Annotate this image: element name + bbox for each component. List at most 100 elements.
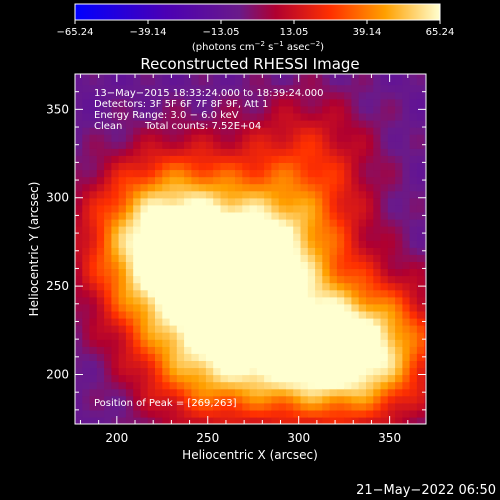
heatmap-cell: [147, 317, 156, 326]
heatmap-cell: [366, 91, 374, 100]
heatmap-cell: [271, 98, 280, 107]
heatmap-cell: [96, 275, 105, 284]
heatmap-cell: [235, 388, 243, 397]
heatmap-cell: [147, 254, 156, 262]
heatmap-cell: [104, 317, 112, 326]
heatmap-cell: [395, 197, 403, 206]
heatmap-cell: [96, 134, 105, 142]
heatmap-cell: [380, 176, 389, 185]
heatmap-cell: [315, 127, 323, 135]
heatmap-cell: [227, 325, 236, 333]
heatmap-cell: [336, 310, 345, 319]
heatmap-cell: [198, 325, 207, 333]
heatmap-cell: [329, 332, 338, 340]
heatmap-cell: [395, 254, 403, 262]
heatmap-cell: [220, 282, 229, 291]
heatmap-cell: [271, 233, 280, 241]
heatmap-cell: [75, 74, 83, 79]
heatmap-cell: [249, 127, 258, 135]
colorbar-tick-label: −13.05: [202, 27, 239, 38]
heatmap-cell: [147, 409, 156, 418]
heatmap-cell: [249, 317, 258, 326]
heatmap-cell: [111, 240, 120, 248]
heatmap-cell: [249, 325, 258, 333]
heatmap-cell: [191, 91, 200, 100]
heatmap-cell: [416, 183, 425, 192]
heatmap-cell: [125, 91, 134, 100]
heatmap-cell: [300, 325, 309, 333]
heatmap-cell: [336, 190, 345, 199]
heatmap-cell: [336, 402, 345, 411]
heatmap-cell: [169, 402, 178, 411]
heatmap-cell: [264, 416, 272, 424]
heatmap-cell: [118, 254, 127, 262]
heatmap-cell: [249, 296, 258, 305]
heatmap-cell: [409, 332, 418, 340]
heatmap-cell: [264, 197, 272, 206]
heatmap-cell: [366, 268, 374, 277]
heatmap-cell: [402, 197, 411, 206]
heatmap-cell: [315, 317, 323, 326]
heatmap-cell: [220, 204, 229, 213]
heatmap-cell: [140, 197, 149, 206]
heatmap-cell: [366, 367, 374, 376]
heatmap-cell: [264, 282, 272, 291]
heatmap-cell: [387, 169, 396, 178]
heatmap-cell: [322, 148, 331, 156]
heatmap-cell: [242, 317, 251, 326]
heatmap-cell: [380, 332, 389, 340]
heatmap-cell: [213, 226, 222, 234]
heatmap-cell: [387, 325, 396, 333]
heatmap-cell: [118, 169, 127, 178]
heatmap-cell: [322, 91, 331, 100]
heatmap-cell: [89, 105, 98, 114]
heatmap-cell: [118, 148, 127, 156]
heatmap-cell: [118, 84, 127, 93]
heatmap-cell: [380, 105, 389, 114]
heatmap-cell: [118, 162, 127, 171]
heatmap-cell: [351, 77, 360, 86]
heatmap-cell: [213, 120, 222, 128]
heatmap-cell: [220, 91, 229, 100]
heatmap-cell: [220, 240, 229, 248]
heatmap-cell: [315, 388, 323, 397]
heatmap-cell: [286, 98, 294, 107]
heatmap-cell: [249, 303, 258, 312]
heatmap-cell: [358, 303, 367, 312]
heatmap-cell: [424, 275, 426, 284]
heatmap-cell: [358, 240, 367, 248]
heatmap-cell: [191, 190, 200, 199]
heatmap-cell: [300, 120, 309, 128]
heatmap-cell: [104, 112, 112, 121]
heatmap-cell: [162, 84, 171, 93]
heatmap-cell: [344, 282, 353, 291]
heatmap-cell: [242, 282, 251, 291]
heatmap-cell: [213, 289, 222, 298]
heatmap-cell: [293, 233, 302, 241]
heatmap-cell: [220, 127, 229, 135]
heatmap-cell: [402, 162, 411, 171]
heatmap-cell: [293, 367, 302, 376]
heatmap-cell: [205, 211, 214, 220]
heatmap-cell: [118, 218, 127, 227]
heatmap-cell: [191, 360, 200, 369]
heatmap-cell: [315, 204, 323, 213]
heatmap-cell: [176, 247, 185, 255]
heatmap-cell: [147, 353, 156, 361]
heatmap-cell: [155, 395, 163, 404]
heatmap-cell: [344, 360, 353, 369]
heatmap-cell: [329, 416, 338, 424]
heatmap-cell: [395, 105, 403, 114]
heatmap-cell: [351, 289, 360, 298]
heatmap-cell: [322, 190, 331, 199]
heatmap-cell: [300, 148, 309, 156]
heatmap-cell: [147, 395, 156, 404]
heatmap-cell: [256, 120, 265, 128]
heatmap-cell: [300, 197, 309, 206]
heatmap-cell: [373, 388, 382, 397]
heatmap-cell: [242, 155, 251, 163]
heatmap-cell: [111, 289, 120, 298]
heatmap-cell: [358, 190, 367, 199]
heatmap-cell: [256, 226, 265, 234]
heatmap-cell: [387, 360, 396, 369]
